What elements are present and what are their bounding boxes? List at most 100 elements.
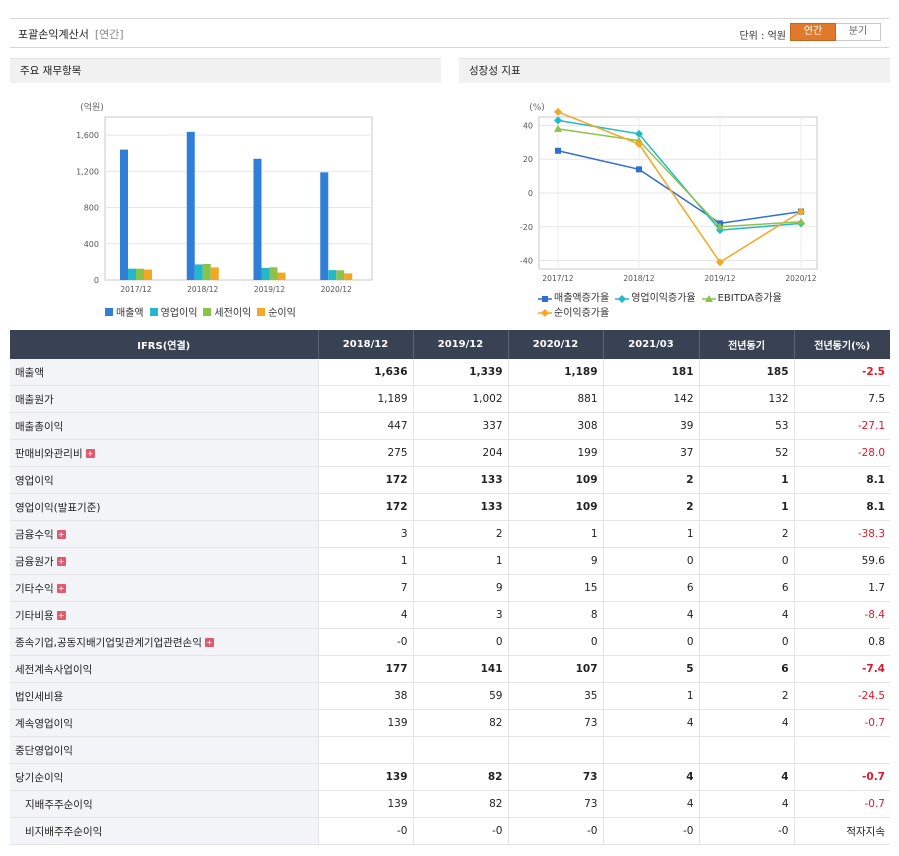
table-cell: 4 <box>602 601 699 629</box>
row-label: 기타비용 + <box>10 601 318 629</box>
table-cell: 141 <box>412 655 508 683</box>
x-tick-label: 2020/12 <box>321 285 352 294</box>
table-row: 영업이익(발표기준) 172 133 109 2 1 8.1 <box>10 493 890 521</box>
table-cell: 4 <box>602 790 699 818</box>
point <box>635 129 643 138</box>
table-cell: -27.1 <box>793 412 890 440</box>
table-cell: -0.7 <box>793 709 890 737</box>
bar-2 <box>194 264 203 280</box>
series-line-4 <box>557 111 802 264</box>
expand-icon[interactable]: + <box>204 638 214 647</box>
table-cell: 3 <box>412 601 508 629</box>
table-row: 법인세비용 38 59 35 1 2 -24.5 <box>10 682 890 710</box>
table-cell: 4 <box>698 709 794 737</box>
table-cell: 199 <box>507 439 603 467</box>
table-cell: 1,189 <box>317 385 413 413</box>
table-cell: 82 <box>412 709 508 737</box>
y-axis-unit: (억원) <box>80 101 104 113</box>
bar-1 <box>320 172 329 280</box>
table-cell: 9 <box>412 574 508 602</box>
table-cell: 142 <box>602 385 699 413</box>
point <box>555 147 561 154</box>
row-label: 매출액 <box>10 359 318 386</box>
row-label: 종속기업,공동지배기업및관계기업관련손익 + <box>10 628 318 656</box>
expand-icon[interactable]: + <box>56 611 66 620</box>
table-cell: 2 <box>602 466 699 494</box>
table-cell: 132 <box>698 385 794 413</box>
table-cell <box>602 736 699 764</box>
table-cell: 0 <box>698 547 794 575</box>
table-cell: 1 <box>698 493 794 521</box>
row-label-text: 영업이익 <box>15 474 54 487</box>
table-cell: -7.4 <box>793 655 890 683</box>
bar-3 <box>269 267 278 280</box>
table-cell: 275 <box>317 439 413 467</box>
point <box>797 217 805 225</box>
table-cell: 2 <box>698 520 794 548</box>
table-cell: 8.1 <box>793 493 890 521</box>
table-cell: 1 <box>698 466 794 494</box>
row-label: 법인세비용 <box>10 682 318 710</box>
table-cell: 73 <box>507 763 603 791</box>
table-cell: 4 <box>698 601 794 629</box>
table-cell: 9 <box>507 547 603 575</box>
legend-swatch <box>257 307 266 316</box>
y-tick-label: 0 <box>94 276 99 285</box>
expand-icon[interactable]: + <box>85 449 95 458</box>
y-tick-label: 40 <box>523 121 533 130</box>
table-cell: 7 <box>317 574 413 602</box>
table-cell: 6 <box>698 655 794 683</box>
table-cell: 133 <box>412 493 508 521</box>
table-cell: 2 <box>412 520 508 548</box>
legend-swatch <box>203 307 212 316</box>
legend-item: 순이익증가율 <box>538 307 609 320</box>
legend-label: 순이익 <box>268 308 296 319</box>
row-label-text: 당기순이익 <box>15 771 64 784</box>
series-line-3 <box>557 128 802 228</box>
row-label-text: 계속영업이익 <box>15 717 73 730</box>
point <box>716 258 724 267</box>
table-cell: -2.5 <box>793 359 890 386</box>
table-cell: 1 <box>602 520 699 548</box>
bar-4 <box>277 272 286 280</box>
table-cell: -0 <box>602 817 699 845</box>
expand-icon[interactable]: + <box>56 530 66 539</box>
table-cell: 0 <box>507 628 603 656</box>
table-cell: -0 <box>698 817 794 845</box>
tab-annual[interactable]: 연간 <box>790 23 836 41</box>
expand-icon[interactable]: + <box>56 557 66 566</box>
table-cell: 1 <box>507 520 603 548</box>
bar-2 <box>328 270 337 280</box>
table-cell: 8.1 <box>793 466 890 494</box>
legend-swatch <box>615 294 630 303</box>
legend-label: EBITDA증가율 <box>717 293 782 304</box>
table-cell: 172 <box>317 466 413 494</box>
tab-quarterly[interactable]: 분기 <box>836 23 881 41</box>
legend-item: 매출액 <box>105 304 144 319</box>
legend-label: 세전이익 <box>214 308 252 319</box>
row-label: 매출총이익 <box>10 412 318 440</box>
table-cell: 59 <box>412 682 508 710</box>
bar-chart-legend: 매출액 영업이익 세전이익 순이익 <box>105 304 302 319</box>
y-tick-label: 20 <box>523 155 533 164</box>
income-statement-table: IFRS(연결) 2018/12 2019/12 2020/12 2021/03 전년동기… <box>10 330 890 845</box>
table-cell: 2 <box>602 493 699 521</box>
row-label: 판매비와관리비 + <box>10 439 318 467</box>
table-cell: 73 <box>507 709 603 737</box>
row-label: 기타수익 + <box>10 574 318 602</box>
table-cell: 4 <box>602 709 699 737</box>
point <box>554 116 562 125</box>
table-cell: -8.4 <box>793 601 890 629</box>
row-label: 당기순이익 <box>10 763 318 791</box>
legend-item: 매출액증가율 <box>538 292 609 305</box>
table-cell: -0 <box>507 817 603 845</box>
point <box>554 107 562 116</box>
table-cell: 37 <box>602 439 699 467</box>
table-cell: 59.6 <box>793 547 890 575</box>
table-cell: 3 <box>317 520 413 548</box>
table-cell: 1,002 <box>412 385 508 413</box>
column-header: 2019/12 <box>412 330 508 359</box>
bar-2 <box>261 267 270 280</box>
panel-title-financials: 주요 재무항목 <box>20 65 82 77</box>
expand-icon[interactable]: + <box>56 584 66 593</box>
